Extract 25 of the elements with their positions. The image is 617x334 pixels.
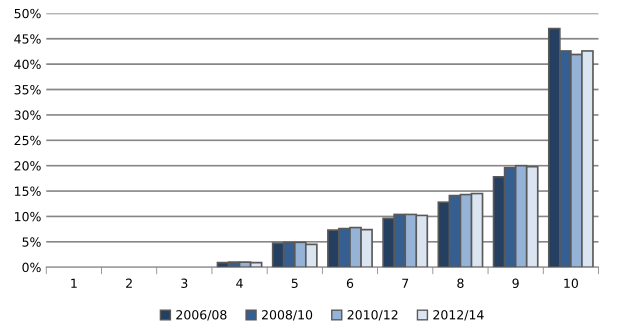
y-tick-label: 0%	[22, 262, 41, 272]
y-tick-label: 40%	[14, 60, 41, 70]
y-tick-label: 15%	[15, 186, 41, 196]
y-tick-label: 5%	[22, 237, 41, 247]
x-tick-label: 2	[126, 278, 132, 288]
x-tick-label: 5	[292, 278, 298, 288]
y-tick-label: 25%	[14, 136, 41, 146]
y-tick-label: 30%	[14, 110, 41, 120]
y-tick-label: 20%	[14, 161, 41, 171]
x-tick-label: 7	[402, 278, 408, 288]
x-tick-label: 1	[71, 278, 77, 288]
x-tick-label: 4	[236, 278, 243, 288]
x-tick-label: 6	[346, 278, 354, 288]
y-tick-label: 35%	[14, 84, 41, 94]
x-tick-label: 8	[457, 278, 464, 288]
legend-label: 2010/12	[348, 310, 398, 321]
legend-label: 2006/08	[176, 310, 226, 321]
x-tick-label: 9	[512, 278, 519, 288]
x-tick-label: 10	[564, 278, 578, 288]
x-tick-label: 3	[181, 278, 188, 288]
legend-label: 2012/14	[433, 310, 484, 321]
legend-label: 2008/10	[262, 310, 312, 321]
y-tick-label: 50%	[14, 8, 41, 18]
y-tick-label: 45%	[14, 34, 41, 44]
y-tick-label: 10%	[15, 212, 41, 222]
